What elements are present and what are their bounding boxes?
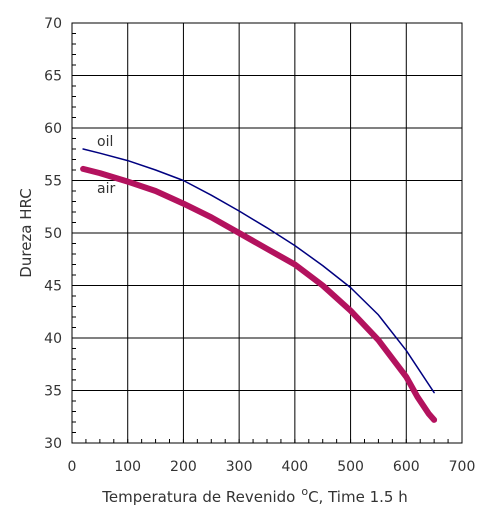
x-tick-labels: 0 100 200 300 400 500 600 700 — [68, 459, 476, 475]
grid — [71, 22, 463, 444]
y-tick-labels: 30 35 40 45 50 55 60 65 70 — [44, 16, 62, 452]
x-axis-title-suffix: C, Time 1.5 h — [308, 488, 408, 506]
series — [80, 148, 438, 423]
x-tick-label: 700 — [449, 459, 476, 475]
series-label-air: air — [97, 181, 115, 197]
y-tick-label: 40 — [44, 331, 62, 347]
x-axis-title: Temperatura de Revenido oC, Time 1.5 h — [101, 485, 407, 506]
x-tick-label: 300 — [226, 459, 253, 475]
x-axis-title-main: Temperatura de Revenido — [101, 488, 295, 506]
y-tick-label: 60 — [44, 121, 62, 137]
x-tick-label: 600 — [393, 459, 420, 475]
y-tick-label: 65 — [44, 69, 62, 85]
x-tick-label: 0 — [68, 459, 77, 475]
x-tick-label: 200 — [170, 459, 197, 475]
y-tick-label: 50 — [44, 226, 62, 242]
y-tick-label: 35 — [44, 384, 62, 400]
y-tick-label: 70 — [44, 16, 62, 32]
series-line-air — [80, 165, 438, 423]
series-line-oil — [82, 148, 435, 394]
x-axis-title-degree: o — [301, 485, 308, 498]
series-label-oil: oil — [97, 134, 113, 150]
plot-frame — [71, 22, 463, 444]
x-tick-label: 500 — [337, 459, 364, 475]
y-tick-label: 55 — [44, 174, 62, 190]
y-tick-label: 45 — [44, 279, 62, 295]
y-tick-label: 30 — [44, 436, 62, 452]
x-tick-label: 400 — [281, 459, 308, 475]
y-axis-title: Dureza HRC — [17, 188, 35, 277]
x-tick-label: 100 — [114, 459, 141, 475]
